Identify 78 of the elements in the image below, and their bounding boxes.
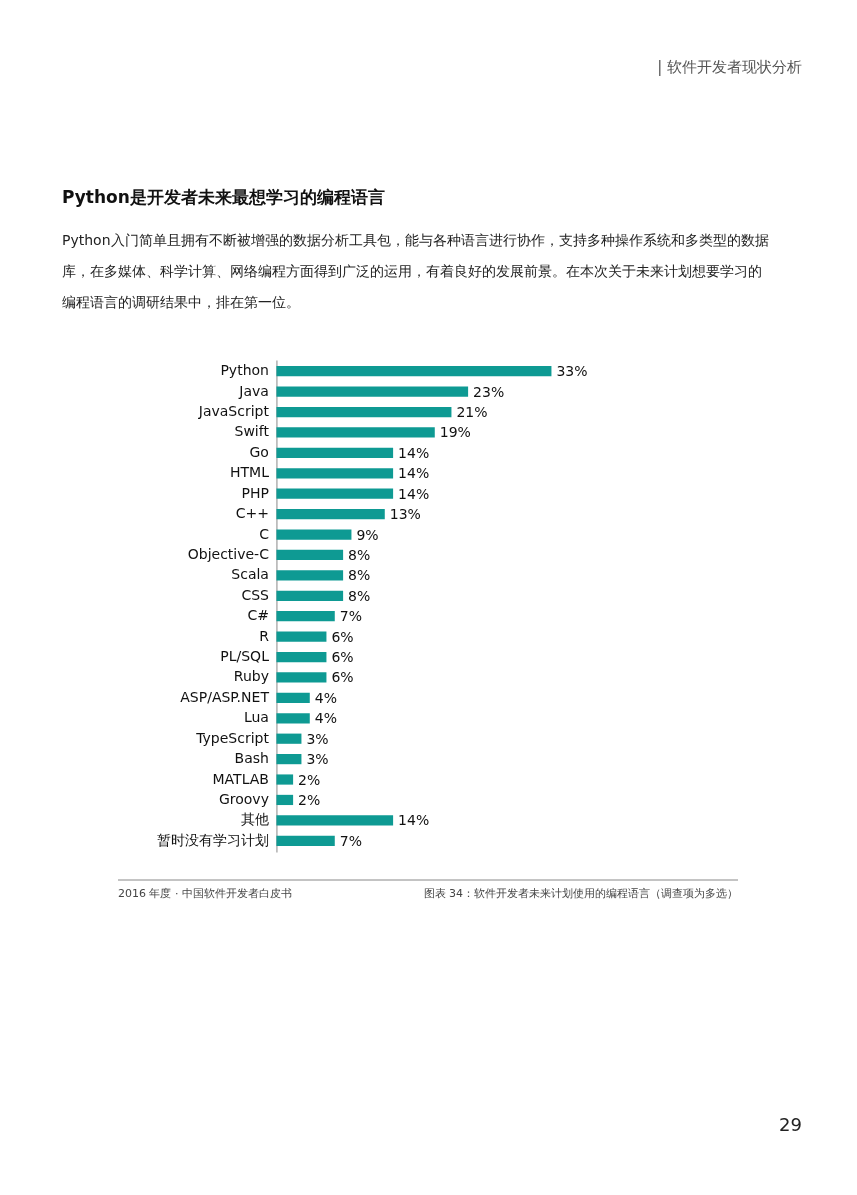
bar	[276, 754, 302, 765]
bar	[276, 570, 344, 581]
data-label: 6%	[331, 628, 354, 645]
bar	[276, 549, 344, 561]
bar	[276, 815, 394, 826]
data-label: 7%	[339, 832, 362, 849]
y-tick-label: C++	[235, 505, 269, 522]
data-label: 8%	[348, 587, 371, 604]
bar	[276, 835, 335, 846]
y-tick-label: Python	[220, 362, 269, 379]
y-tick-label: Go	[249, 443, 269, 460]
data-label: 2%	[298, 771, 321, 788]
data-label: 14%	[398, 812, 430, 829]
bar	[276, 366, 552, 377]
y-tick-label: Lua	[243, 709, 269, 726]
text: 29	[779, 1114, 802, 1135]
y-tick-label: Swift	[234, 423, 270, 440]
data-label: 4%	[314, 710, 337, 727]
y-tick-label: JavaScript	[197, 403, 270, 420]
y-tick-label: Bash	[234, 750, 269, 767]
data-label: 8%	[348, 567, 371, 584]
data-label: 13%	[389, 506, 421, 523]
bar	[276, 447, 394, 458]
bar	[276, 692, 310, 703]
y-tick-label: ASP/ASP.NET	[180, 688, 270, 705]
bar	[276, 406, 452, 418]
bar	[276, 427, 435, 438]
bar	[276, 611, 335, 622]
y-tick-label: Objective-C	[187, 545, 270, 562]
bar	[276, 509, 385, 520]
data-label: 21%	[456, 404, 488, 421]
y-tick-label: HTML	[229, 464, 270, 481]
data-label: 6%	[331, 669, 354, 686]
data-label: 19%	[439, 424, 471, 441]
bar	[276, 651, 327, 663]
bar	[276, 774, 294, 785]
data-label: 2%	[298, 791, 321, 808]
bar	[276, 713, 310, 724]
bar	[276, 733, 302, 744]
bar	[276, 386, 469, 397]
y-tick-label: Ruby	[233, 668, 269, 685]
y-tick-label: PL/SQL	[220, 648, 270, 665]
y-tick-label: Scala	[231, 566, 269, 583]
y-tick-label: 其他	[240, 811, 269, 828]
data-label: 7%	[339, 608, 362, 625]
data-label: 14%	[398, 465, 430, 482]
data-label: 3%	[306, 751, 329, 768]
bar	[276, 672, 327, 683]
y-tick-label: 暂时没有学习计划	[156, 831, 269, 848]
data-label: 8%	[348, 546, 371, 563]
text: | 软件开发者现状分析	[657, 58, 802, 76]
text: 2016 年度 · 中国软件开发者白皮书	[118, 887, 292, 900]
bar	[276, 631, 327, 642]
data-label: 14%	[398, 444, 430, 461]
data-label: 6%	[331, 649, 354, 666]
y-tick-label: Java	[238, 382, 269, 399]
data-label: 3%	[306, 730, 329, 747]
bar	[276, 529, 352, 540]
data-label: 23%	[473, 383, 505, 400]
y-tick-label: C	[259, 525, 270, 542]
bar	[276, 468, 394, 479]
data-label: 9%	[356, 526, 379, 543]
y-tick-label: C#	[247, 607, 269, 624]
y-tick-label: CSS	[241, 586, 270, 603]
data-label: 33%	[556, 363, 588, 380]
y-tick-label: Groovy	[218, 790, 269, 807]
bar	[276, 794, 294, 806]
text: 图表 34：软件开发者未来计划使用的编程语言（调查项为多选）	[423, 887, 738, 900]
y-tick-label: PHP	[241, 484, 269, 501]
data-label: 14%	[398, 485, 430, 502]
data-label: 4%	[314, 689, 337, 706]
y-tick-label: MATLAB	[212, 770, 269, 787]
y-tick-label: TypeScript	[195, 729, 270, 746]
bar	[276, 590, 344, 601]
y-tick-label: R	[259, 627, 270, 644]
chart-subtitle: Python入门简单且拥有不断被增强的数据分析工具包，能与各种语言进行协作，支持多种操作系统和多类型的数据库，在多媒体、科学计算、网络编程方面得到广泛的运用，有着良好的发展前景。在本次关于未来计划想要学习的编程语言的调研结果中，排在第一位。	[62, 232, 769, 310]
chart-title: Python是开发者未来最想学习的编程语言	[62, 187, 385, 207]
bar	[276, 488, 394, 499]
